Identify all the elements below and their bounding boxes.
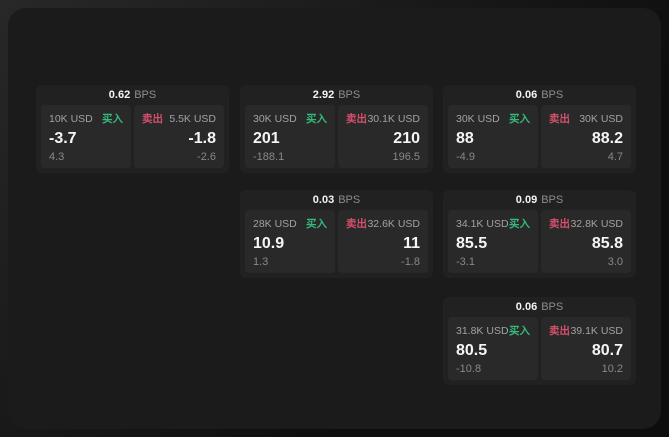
buy-delta: -10.8 — [456, 363, 482, 375]
card-header: 0.06 BPS — [443, 85, 636, 105]
buy-quote-tile[interactable]: 30K USD 买入 201 -188.1 — [245, 105, 335, 168]
card-header: 0.09 BPS — [443, 190, 636, 210]
sell-quote-tile[interactable]: 卖出 5.5K USD -1.8 -2.6 — [134, 105, 224, 168]
bps-unit: BPS — [541, 194, 564, 206]
buy-quote-tile[interactable]: 30K USD 买入 88 -4.9 — [448, 105, 538, 168]
sell-label: 卖出 — [549, 113, 570, 125]
sell-amount: 5.5K USD — [169, 112, 216, 125]
bps-value: 0.62 — [108, 89, 131, 101]
buy-amount: 34.1K USD — [456, 217, 509, 230]
bps-unit: BPS — [338, 89, 361, 101]
quote-card-2: 2.92 BPS 30K USD 买入 201 -188.1 卖出 30.1K … — [240, 85, 433, 173]
bps-value: 0.06 — [515, 89, 538, 101]
bps-unit: BPS — [134, 89, 157, 101]
sell-price: 88.2 — [591, 129, 623, 147]
quote-card-5: 0.09 BPS 34.1K USD 买入 85.5 -3.1 卖出 32.8K… — [443, 190, 636, 278]
sell-price: 80.7 — [591, 341, 623, 359]
card-header: 0.03 BPS — [240, 190, 433, 210]
buy-delta: 4.3 — [49, 151, 65, 163]
buy-label: 买入 — [306, 113, 327, 125]
sell-delta: 4.7 — [607, 151, 623, 163]
sell-quote-tile[interactable]: 卖出 32.6K USD 11 -1.8 — [338, 210, 428, 273]
sell-quote-tile[interactable]: 卖出 30.1K USD 210 196.5 — [338, 105, 428, 168]
sell-amount: 32.6K USD — [367, 217, 420, 230]
sell-label: 卖出 — [549, 325, 570, 337]
sell-delta: 196.5 — [392, 151, 420, 163]
buy-amount: 31.8K USD — [456, 324, 509, 337]
sell-label: 卖出 — [549, 218, 570, 230]
sell-label: 卖出 — [142, 113, 163, 125]
buy-delta: 1.3 — [253, 256, 269, 268]
sell-quote-tile[interactable]: 卖出 30K USD 88.2 4.7 — [541, 105, 631, 168]
bps-value: 0.09 — [515, 194, 538, 206]
sell-price: 85.8 — [591, 234, 623, 252]
buy-price: -3.7 — [49, 129, 77, 147]
quote-card-1: 0.62 BPS 10K USD 买入 -3.7 4.3 卖出 5.5K USD… — [36, 85, 229, 173]
buy-quote-tile[interactable]: 28K USD 买入 10.9 1.3 — [245, 210, 335, 273]
buy-delta: -3.1 — [456, 256, 475, 268]
buy-price: 201 — [253, 129, 280, 147]
sell-amount: 30K USD — [579, 112, 623, 125]
bps-value: 0.03 — [312, 194, 335, 206]
sell-price: 11 — [403, 234, 420, 252]
card-header: 0.06 BPS — [443, 297, 636, 317]
quote-card-6: 0.06 BPS 31.8K USD 买入 80.5 -10.8 卖出 39.1… — [443, 297, 636, 385]
quote-card-3: 0.06 BPS 30K USD 买入 88 -4.9 卖出 30K USD 8… — [443, 85, 636, 173]
buy-label: 买入 — [509, 218, 530, 230]
sell-delta: -2.6 — [197, 151, 216, 163]
sell-amount: 39.1K USD — [570, 324, 623, 337]
bps-unit: BPS — [338, 194, 361, 206]
buy-label: 买入 — [102, 113, 123, 125]
sell-delta: 10.2 — [601, 363, 623, 375]
buy-price: 10.9 — [253, 234, 285, 252]
sell-amount: 30.1K USD — [367, 112, 420, 125]
sell-price: -1.8 — [188, 129, 216, 147]
quote-card-4: 0.03 BPS 28K USD 买入 10.9 1.3 卖出 32.6K US… — [240, 190, 433, 278]
buy-label: 买入 — [509, 113, 530, 125]
buy-amount: 30K USD — [253, 112, 297, 125]
buy-delta: -4.9 — [456, 151, 475, 163]
buy-amount: 28K USD — [253, 217, 297, 230]
buy-price: 88 — [456, 129, 474, 147]
buy-label: 买入 — [306, 218, 327, 230]
sell-price: 210 — [393, 129, 420, 147]
buy-amount: 30K USD — [456, 112, 500, 125]
buy-price: 85.5 — [456, 234, 488, 252]
buy-quote-tile[interactable]: 10K USD 买入 -3.7 4.3 — [41, 105, 131, 168]
sell-delta: -1.8 — [401, 256, 420, 268]
sell-label: 卖出 — [346, 113, 367, 125]
buy-quote-tile[interactable]: 31.8K USD 买入 80.5 -10.8 — [448, 317, 538, 380]
buy-label: 买入 — [509, 325, 530, 337]
buy-quote-tile[interactable]: 34.1K USD 买入 85.5 -3.1 — [448, 210, 538, 273]
sell-label: 卖出 — [346, 218, 367, 230]
buy-amount: 10K USD — [49, 112, 93, 125]
bps-unit: BPS — [541, 89, 564, 101]
card-header: 0.62 BPS — [36, 85, 229, 105]
buy-delta: -188.1 — [253, 151, 285, 163]
bps-value: 2.92 — [312, 89, 335, 101]
bps-value: 0.06 — [515, 301, 538, 313]
sell-quote-tile[interactable]: 卖出 39.1K USD 80.7 10.2 — [541, 317, 631, 380]
card-header: 2.92 BPS — [240, 85, 433, 105]
buy-price: 80.5 — [456, 341, 488, 359]
sell-amount: 32.8K USD — [570, 217, 623, 230]
bps-unit: BPS — [541, 301, 564, 313]
sell-delta: 3.0 — [607, 256, 623, 268]
sell-quote-tile[interactable]: 卖出 32.8K USD 85.8 3.0 — [541, 210, 631, 273]
